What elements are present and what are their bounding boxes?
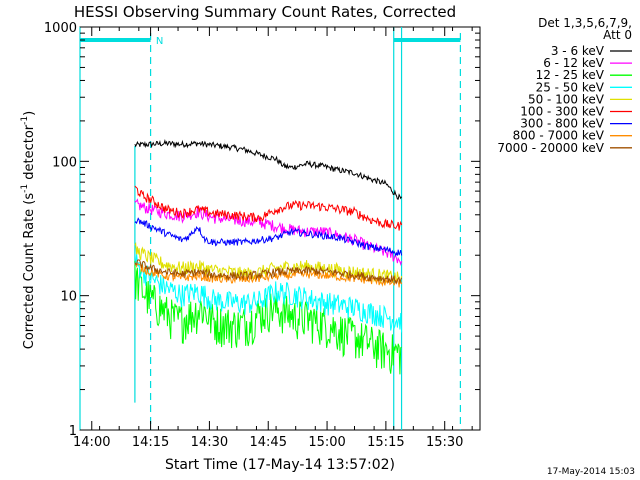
- x-axis-label: Start Time (17-May-14 13:57:02): [165, 457, 395, 473]
- y-axis-label-end: ): [22, 111, 37, 116]
- series-line-300-800-kev: [134, 217, 403, 257]
- x-tick-label: 14:00: [73, 435, 110, 450]
- marker-flag-label: N: [156, 36, 163, 47]
- axis-layer: 14:00 14:15 14:30 14:45 15:00 15:15 15:30 1 10 10…: [44, 21, 480, 450]
- legend-label: 12 - 25 keV: [536, 68, 605, 82]
- legend-label: 300 - 800 keV: [520, 117, 604, 131]
- legend-label: 6 - 12 keV: [543, 56, 605, 70]
- x-tick-label: 14:45: [250, 435, 287, 450]
- axes-box: [79, 26, 481, 431]
- x-tick-label: 15:15: [367, 435, 404, 450]
- y-tick-label: 1: [69, 424, 77, 439]
- legend-label: 100 - 300 keV: [520, 105, 604, 119]
- x-tick-label: 14:30: [191, 435, 228, 450]
- x-tick-label: 15:30: [426, 435, 463, 450]
- y-tick-label: 10: [60, 290, 77, 305]
- series-line-12-25-kev: [134, 260, 402, 375]
- legend-label: 7000 - 20000 keV: [497, 141, 604, 155]
- legend-label: 3 - 6 keV: [551, 44, 605, 58]
- series-line-25-50-kev: [134, 254, 403, 333]
- series-line-100-300-kev: [134, 185, 403, 231]
- series-layer: [134, 139, 403, 375]
- legend-label: 800 - 7000 keV: [513, 129, 605, 143]
- series-line-6-12-kev: [134, 198, 403, 266]
- timestamp: 17-May-2014 15:03: [547, 467, 635, 477]
- y-tick-label: 100: [52, 155, 77, 170]
- series-line-50-100-kev: [134, 242, 403, 285]
- legend-header-attenuator: Att 0: [603, 28, 632, 42]
- legend-label: 25 - 50 keV: [536, 80, 605, 94]
- y-axis-label-main: Corrected Count Rate (s: [22, 193, 37, 350]
- y-tick-label: 1000: [44, 21, 77, 36]
- legend-label: 50 - 100 keV: [528, 92, 605, 106]
- marker-layer: N: [79, 27, 461, 430]
- legend-header-detectors: Det 1,3,5,6,7,9,: [538, 16, 632, 30]
- series-line-7000-20000-kev: [134, 259, 403, 285]
- series-line-3-6-kev: [134, 139, 403, 200]
- y-axis-label-sup2: -1: [20, 116, 30, 125]
- x-tick-label: 14:15: [132, 435, 169, 450]
- y-axis-label-sup: -1: [20, 184, 30, 193]
- y-axis-label: Corrected Count Rate (s-1 detector-1): [20, 111, 37, 349]
- x-tick-label: 15:00: [308, 435, 345, 450]
- chart-title: HESSI Observing Summary Count Rates, Cor…: [74, 3, 456, 21]
- y-axis-label-mid: detector: [22, 124, 37, 184]
- plot-frame: [79, 26, 481, 431]
